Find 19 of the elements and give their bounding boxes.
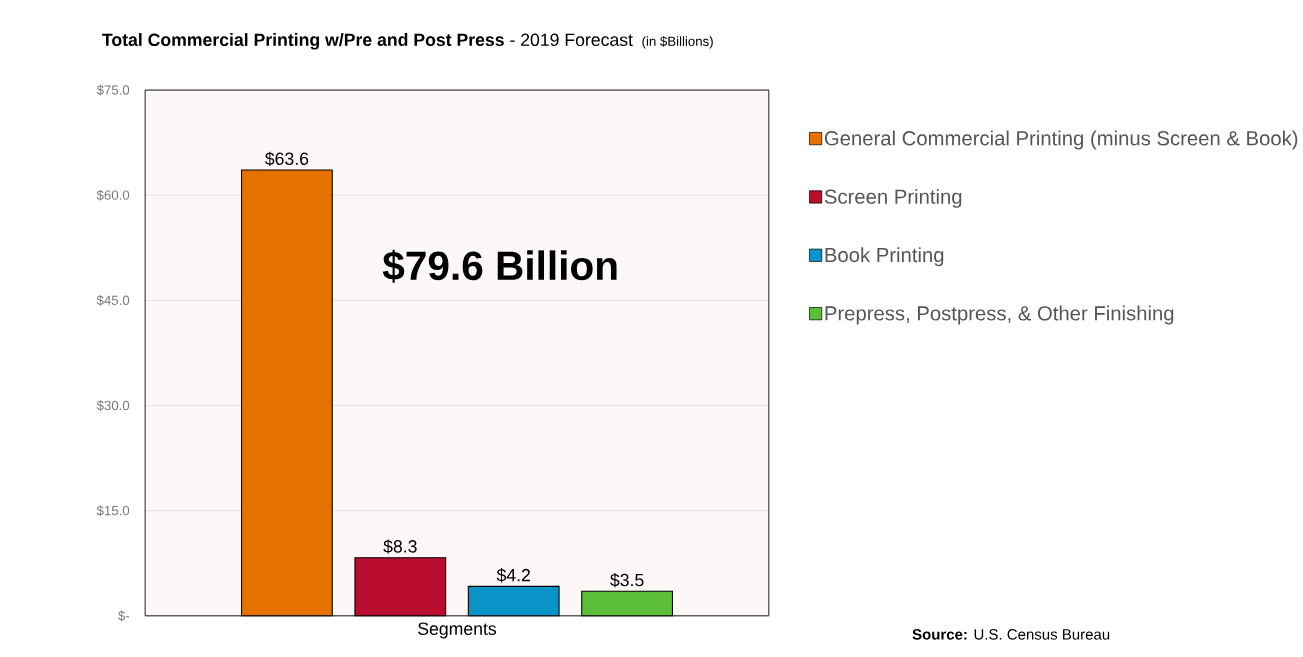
text: Source: U.S. Census Bureau [912, 628, 1110, 640]
legend-label: General Commercial Printing (minus Screen & Book) [824, 130, 1298, 150]
chart-title: Total Commercial Printing w/Pre and Post Press - 2019 Forecast [102, 32, 633, 50]
data-label: $4.2 [496, 568, 530, 583]
legend-label: Book Printing [825, 247, 944, 267]
y-tick-label: $45.0 [96, 294, 130, 306]
annotation: $79.6 Billion [382, 249, 617, 283]
y-tick-label: $15.0 [96, 505, 130, 516]
data-label: $63.6 [265, 151, 309, 166]
legend-label: Prepress, Postpress, & Other Finishing [825, 305, 1174, 325]
x-axis-title: Segments [418, 622, 497, 639]
y-tick-label: $30.0 [96, 400, 130, 411]
data-label: $3.5 [610, 572, 644, 588]
chart-subtitle: (in $Billions) [642, 35, 713, 49]
legend-label: Screen Printing [824, 188, 962, 208]
data-label: $8.3 [383, 539, 417, 554]
y-tick-label: $- [118, 610, 130, 622]
y-tick-label: $75.0 [96, 84, 130, 96]
y-tick-label: $60.0 [96, 189, 130, 201]
